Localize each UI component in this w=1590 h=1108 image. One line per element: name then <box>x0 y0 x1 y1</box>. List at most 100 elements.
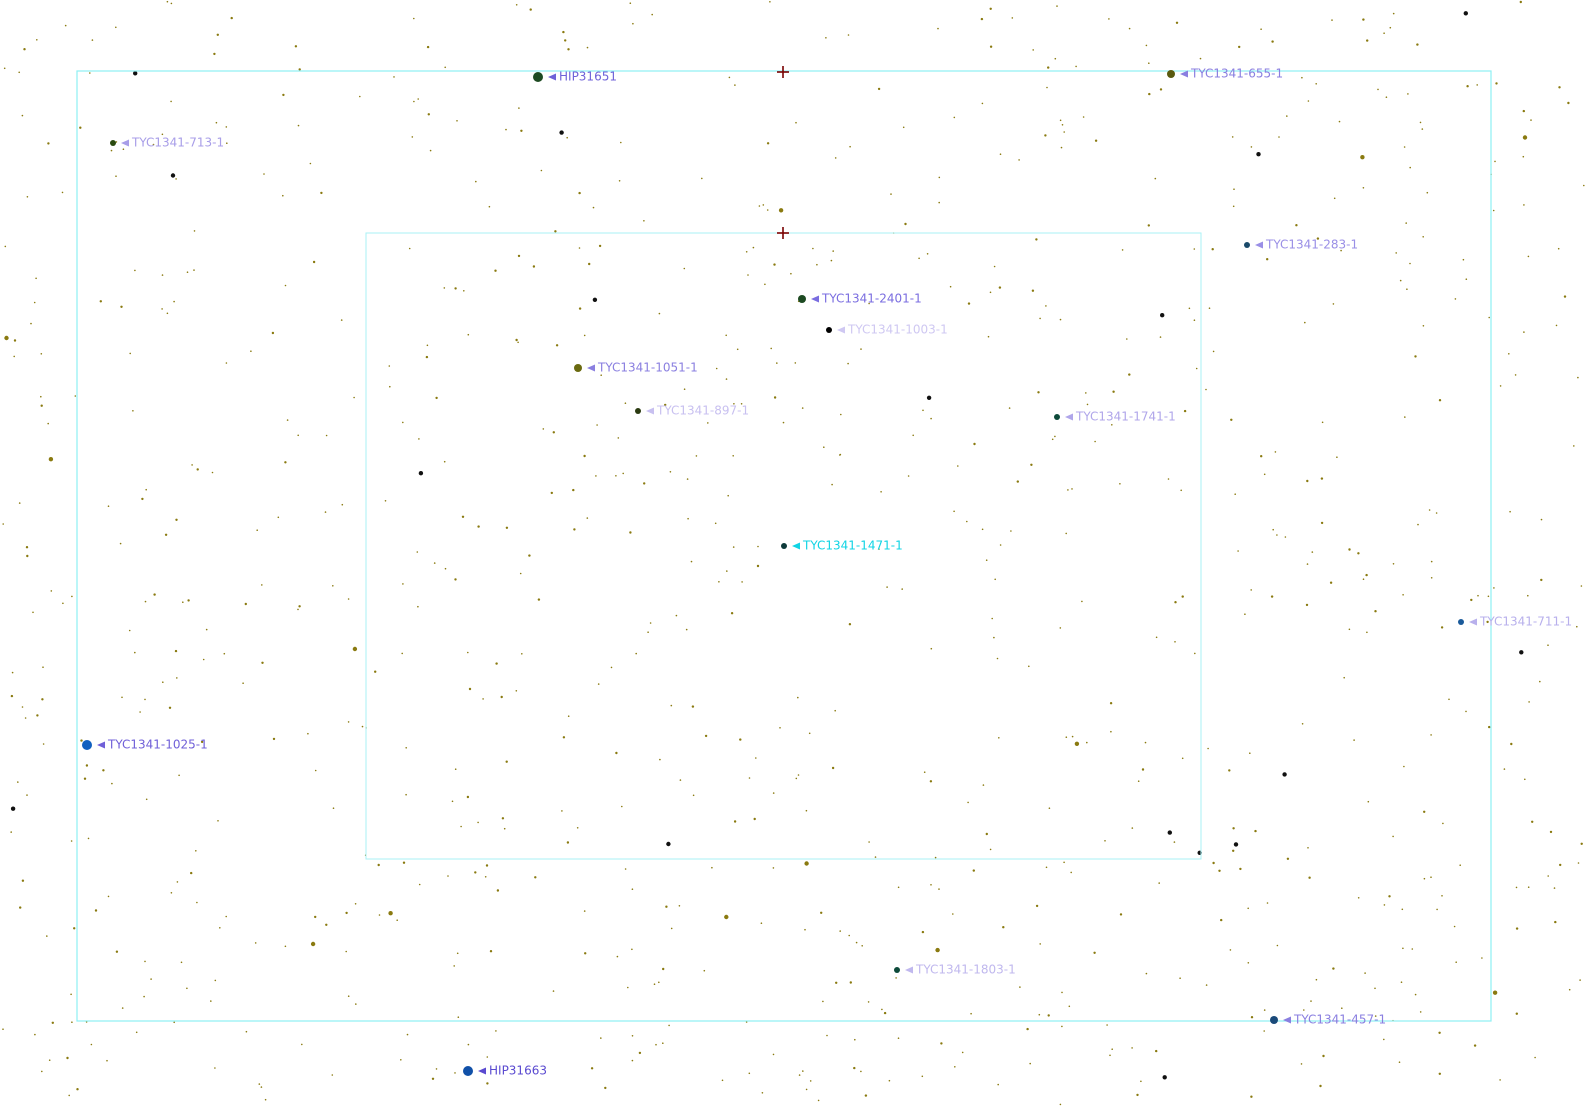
field-star <box>816 263 818 266</box>
field-star <box>115 141 118 143</box>
field-star <box>1407 93 1409 95</box>
field-star <box>1308 876 1311 879</box>
field-star <box>1063 131 1065 133</box>
field-star <box>468 687 472 691</box>
field-star <box>1028 665 1030 668</box>
field-star <box>776 362 778 364</box>
field-star <box>1398 1061 1401 1063</box>
star-label[interactable]: TYC1341-1741-1 <box>1075 410 1176 424</box>
star[interactable] <box>798 295 806 303</box>
field-star <box>728 76 731 79</box>
field-star <box>617 437 620 439</box>
star[interactable] <box>1054 414 1060 420</box>
field-star <box>1193 319 1196 322</box>
field-star <box>107 505 110 508</box>
field-star <box>1154 177 1157 180</box>
field-star <box>21 879 25 882</box>
field-star <box>849 981 852 984</box>
field-star <box>847 34 850 36</box>
star[interactable] <box>110 140 116 146</box>
field-star <box>70 993 72 996</box>
star[interactable] <box>826 327 832 333</box>
star[interactable] <box>894 967 900 973</box>
star-label[interactable]: TYC1341-897-1 <box>656 404 749 418</box>
field-star <box>225 126 228 128</box>
field-star <box>566 136 568 139</box>
field-star <box>1426 191 1429 194</box>
field-star <box>225 915 227 918</box>
star[interactable] <box>635 408 641 414</box>
field-star <box>564 39 567 42</box>
field-star <box>1389 26 1392 29</box>
field-star <box>271 331 275 335</box>
star-label[interactable]: TYC1341-1003-1 <box>847 323 948 337</box>
field-star <box>294 45 298 48</box>
star-label[interactable]: HIP31651 <box>559 70 617 84</box>
field-star <box>1032 49 1034 51</box>
star-label[interactable]: TYC1341-713-1 <box>131 136 224 150</box>
field-star <box>552 990 555 992</box>
field-star <box>396 919 399 921</box>
field-star <box>584 952 587 955</box>
field-star <box>298 68 301 71</box>
field-star <box>145 488 147 491</box>
star-label[interactable]: TYC1341-2401-1 <box>821 292 922 306</box>
field-star <box>405 793 407 796</box>
field-star <box>849 145 851 148</box>
star-label[interactable]: TYC1341-655-1 <box>1190 67 1283 81</box>
star[interactable] <box>1270 1016 1278 1024</box>
field-star <box>1148 92 1151 96</box>
field-star <box>528 554 531 557</box>
field-star <box>284 284 287 287</box>
field-star <box>766 209 769 211</box>
field-star <box>1555 324 1558 327</box>
star[interactable] <box>1458 619 1464 625</box>
field-star <box>1399 279 1402 282</box>
field-star <box>1131 827 1134 829</box>
field-star <box>347 721 350 723</box>
field-star <box>1054 435 1056 438</box>
star[interactable] <box>574 364 582 372</box>
star-label[interactable]: TYC1341-1471-1 <box>802 539 903 553</box>
star[interactable] <box>781 543 787 549</box>
star[interactable] <box>463 1066 473 1076</box>
label-pointer <box>1469 618 1477 626</box>
field-star <box>1377 88 1379 91</box>
star[interactable] <box>1167 70 1175 78</box>
field-star <box>1086 741 1088 744</box>
field-star <box>1400 981 1403 983</box>
star-label[interactable]: TYC1341-1051-1 <box>597 361 698 375</box>
field-star <box>1208 307 1211 310</box>
field-star <box>1271 40 1274 43</box>
field-star <box>1233 842 1239 847</box>
label-pointer <box>646 407 654 415</box>
field-star <box>486 1056 489 1058</box>
field-star <box>598 244 602 248</box>
field-star <box>110 149 113 152</box>
star-label[interactable]: TYC1341-283-1 <box>1265 238 1358 252</box>
field-star <box>854 1038 856 1041</box>
field-star <box>1212 861 1215 865</box>
field-star <box>48 1059 51 1061</box>
field-star <box>1576 625 1578 628</box>
star-label[interactable]: TYC1341-711-1 <box>1479 615 1572 629</box>
field-star <box>1276 944 1279 947</box>
field-star <box>301 1043 303 1046</box>
field-star <box>658 981 660 984</box>
field-star <box>18 502 21 504</box>
field-star <box>1338 120 1341 123</box>
field-star <box>119 542 122 545</box>
field-star <box>1383 1038 1385 1041</box>
field-star <box>1476 84 1478 86</box>
star-label[interactable]: HIP31663 <box>489 1064 547 1078</box>
field-star <box>467 1043 470 1046</box>
star[interactable] <box>1244 242 1250 248</box>
field-star <box>46 935 48 937</box>
field-star <box>1527 886 1530 888</box>
star-label[interactable]: TYC1341-1803-1 <box>915 963 1016 977</box>
star-label[interactable]: TYC1341-457-1 <box>1293 1013 1386 1027</box>
field-star <box>122 148 125 150</box>
star[interactable] <box>533 72 543 82</box>
star-label[interactable]: TYC1341-1025-1 <box>107 738 208 752</box>
star[interactable] <box>82 740 92 750</box>
